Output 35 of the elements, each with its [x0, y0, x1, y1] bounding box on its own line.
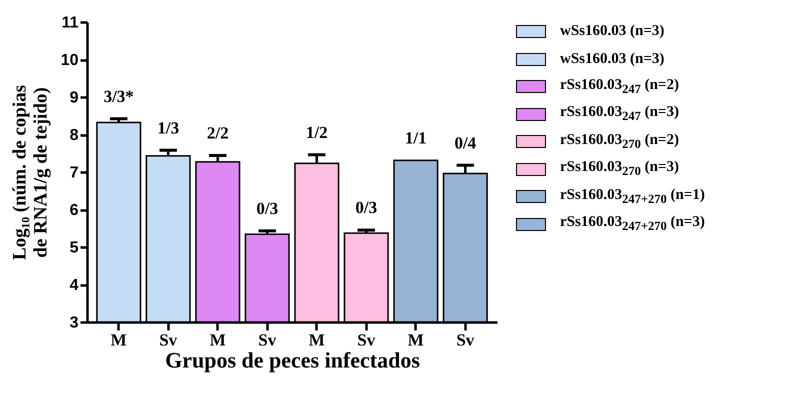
y-tick-label: 10 — [60, 52, 79, 69]
annotation: 1/1 — [404, 128, 427, 148]
y-tick-label: 8 — [70, 127, 79, 144]
x-tick-label: Sv — [456, 330, 475, 350]
x-tick-label: Sv — [159, 330, 178, 350]
y-tick-label: 5 — [70, 240, 79, 256]
annotation: 1/3 — [157, 118, 180, 138]
x-tick-label: M — [308, 330, 325, 350]
x-axis-title: Grupos de peces infectados — [165, 348, 420, 372]
legend-label: rSs160.03$_{247+270}$ (n=1) — [560, 186, 705, 207]
annotation: 0/4 — [454, 133, 477, 152]
x-tick-label: Sv — [357, 330, 376, 350]
legend-label: wSs160.03 (n=3) — [560, 50, 664, 68]
x-tick-label: M — [408, 330, 424, 350]
legend-label: rSs160.03$_{247}$ (n=3) — [560, 104, 679, 124]
x-tick-label: M — [110, 330, 127, 350]
y-axis-title: Log₁₀ (núm. de copias de RNA1/g de tejido) — [10, 84, 52, 260]
legend-label: rSs160.03$_{247+270}$ (n=3) — [560, 214, 705, 234]
annotation: 3/3* — [104, 86, 134, 106]
legend-label: rSs160.03$_{270}$ (n=2) — [560, 132, 679, 152]
y-tick-label: 7 — [70, 164, 79, 182]
legend-label: rSs160.03$_{270}$ (n=3) — [560, 159, 679, 180]
annotation: 0/3 — [355, 198, 378, 218]
x-tick-label: Sv — [258, 330, 277, 350]
annotation: 0/3 — [256, 198, 278, 218]
y-tick-label: 4 — [70, 277, 79, 294]
legend-label: wSs160.03 (n=3) — [560, 23, 664, 40]
y-tick-label: 9 — [70, 90, 79, 106]
x-tick-label: M — [210, 330, 226, 350]
y-tick-label: 11 — [62, 14, 79, 32]
legend-label: rSs160.03$_{247}$ (n=2) — [560, 76, 679, 97]
annotation: 1/2 — [306, 122, 328, 142]
y-tick-label: 6 — [70, 202, 79, 219]
y-tick-label: 3 — [70, 314, 79, 332]
annotation: 2/2 — [206, 124, 229, 142]
